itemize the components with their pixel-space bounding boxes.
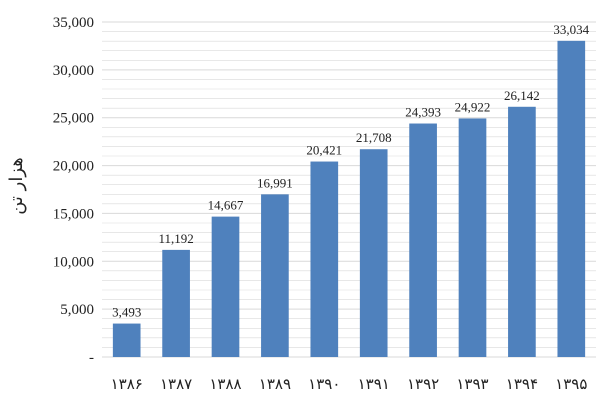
bar-4 [261,194,289,357]
data-label-9: 26,142 [504,88,540,103]
y-tick-label: 10,000 [53,254,94,270]
bar-6 [359,149,388,357]
bar-9 [508,106,536,357]
x-tick-label-7: ۱۳۹۲ [407,377,439,393]
bar-1 [112,323,141,357]
x-tick-label-4: ۱۳۸۹ [259,377,291,393]
data-label-4: 16,991 [257,175,293,190]
bars [112,40,586,358]
bar-3 [211,216,240,357]
data-labels: 3,493 11,192 14,667 16,991 20,421 21,708 24,39… [112,22,590,320]
y-axis-label: هزار تن [6,157,27,215]
y-tick-label: 30,000 [53,63,94,79]
bar-10 [557,40,586,357]
y-tick-label: 20,000 [53,159,94,175]
y-tick-label: 5,000 [60,302,94,318]
y-axis-ticks: - 5,000 10,000 15,000 20,000 25,000 30,000 35,0… [53,15,94,366]
data-label-8: 24,922 [455,99,491,114]
data-label-6: 21,708 [356,130,392,145]
x-tick-label-2: ۱۳۸۷ [160,377,192,393]
y-tick-label: 15,000 [53,206,94,222]
bar-5 [310,161,339,357]
x-tick-label-10: ۱۳۹۵ [555,377,587,393]
x-tick-label-1: ۱۳۸۶ [111,377,143,393]
bar-8 [458,118,487,358]
x-axis-ticks: ۱۳۸۶ ۱۳۸۷ ۱۳۸۸ ۱۳۸۹ ۱۳۹۰ ۱۳۹۱ ۱۳۹۲ ۱۳۹۳ ۱۳۹۴ ۱۳۹۵ [111,377,588,393]
data-label-7: 24,393 [405,105,441,120]
x-tick-label-3: ۱۳۸۸ [209,377,241,393]
data-label-5: 20,421 [306,143,342,158]
y-tick-label: 25,000 [53,111,94,127]
data-label-3: 14,667 [208,198,244,213]
data-label-10: 33,034 [553,22,589,37]
data-label-1: 3,493 [112,305,141,320]
y-tick-label: 35,000 [53,15,94,31]
bar-2 [162,249,190,357]
x-tick-label-5: ۱۳۹۰ [308,377,340,393]
x-tick-label-6: ۱۳۹۱ [358,377,390,393]
data-label-2: 11,192 [158,231,193,246]
x-tick-label-9: ۱۳۹۴ [506,377,538,393]
bar-7 [409,123,437,357]
x-tick-label-8: ۱۳۹۳ [456,377,488,393]
y-tick-label: - [89,350,94,366]
